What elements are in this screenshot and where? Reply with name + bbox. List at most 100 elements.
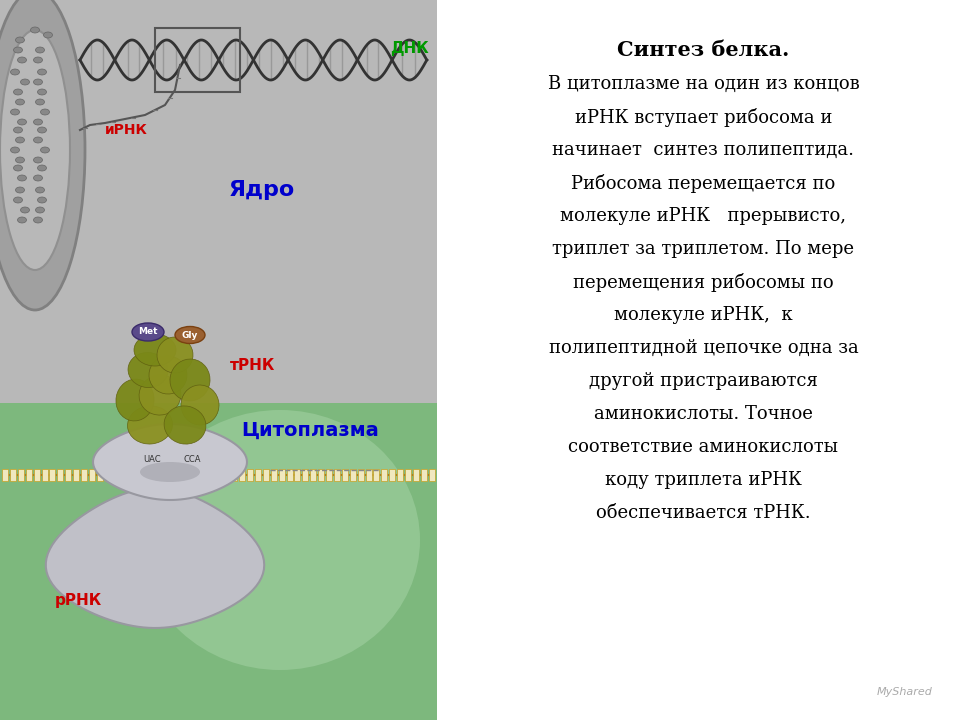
Bar bbox=[397, 469, 403, 481]
Bar bbox=[168, 469, 174, 481]
Text: ДНК: ДНК bbox=[390, 40, 429, 55]
Bar bbox=[129, 469, 134, 481]
Text: начинает  синтез полипептида.: начинает синтез полипептида. bbox=[552, 141, 854, 159]
Bar bbox=[26, 469, 32, 481]
Polygon shape bbox=[46, 488, 264, 628]
Bar bbox=[136, 469, 142, 481]
Bar bbox=[263, 469, 269, 481]
Text: CCA: CCA bbox=[183, 456, 201, 464]
Ellipse shape bbox=[15, 157, 25, 163]
Bar bbox=[34, 469, 39, 481]
Text: иРНК: иРНК bbox=[105, 123, 148, 137]
Bar bbox=[326, 469, 332, 481]
Text: полипептидной цепочке одна за: полипептидной цепочке одна за bbox=[548, 339, 858, 357]
Ellipse shape bbox=[157, 337, 193, 373]
Bar bbox=[10, 469, 16, 481]
Ellipse shape bbox=[0, 0, 85, 310]
Ellipse shape bbox=[13, 47, 22, 53]
Ellipse shape bbox=[36, 47, 44, 53]
Bar bbox=[0, 403, 437, 720]
Bar bbox=[215, 469, 222, 481]
Ellipse shape bbox=[37, 165, 46, 171]
Text: триплет за триплетом. По мере: триплет за триплетом. По мере bbox=[552, 240, 854, 258]
Bar bbox=[366, 469, 372, 481]
Bar bbox=[41, 469, 47, 481]
Text: перемещения рибосомы по: перемещения рибосомы по bbox=[573, 273, 833, 292]
Bar bbox=[207, 469, 213, 481]
Bar bbox=[318, 469, 324, 481]
Ellipse shape bbox=[140, 410, 420, 670]
Bar bbox=[413, 469, 419, 481]
Bar bbox=[373, 469, 379, 481]
Ellipse shape bbox=[13, 197, 22, 203]
Ellipse shape bbox=[132, 323, 164, 341]
Bar bbox=[286, 469, 293, 481]
Ellipse shape bbox=[34, 157, 42, 163]
Bar bbox=[420, 469, 427, 481]
Bar bbox=[429, 469, 435, 481]
Ellipse shape bbox=[11, 109, 19, 115]
Ellipse shape bbox=[37, 89, 46, 95]
Bar bbox=[2, 469, 8, 481]
Text: другой пристраиваются: другой пристраиваются bbox=[589, 372, 818, 390]
Bar bbox=[73, 469, 79, 481]
Ellipse shape bbox=[34, 119, 42, 125]
Text: Рибосома перемещается по: Рибосома перемещается по bbox=[571, 174, 835, 193]
Bar bbox=[334, 469, 340, 481]
Text: Цитоплазма: Цитоплазма bbox=[241, 421, 379, 440]
Bar bbox=[192, 469, 198, 481]
Ellipse shape bbox=[13, 165, 22, 171]
Bar bbox=[358, 469, 364, 481]
Text: молекуле иРНК,  к: молекуле иРНК, к bbox=[614, 306, 793, 324]
Ellipse shape bbox=[17, 57, 27, 63]
Bar bbox=[255, 469, 261, 481]
Ellipse shape bbox=[17, 119, 27, 125]
Text: тРНК: тРНК bbox=[230, 358, 276, 372]
Text: MyShared: MyShared bbox=[877, 687, 933, 697]
Text: Синтез белка.: Синтез белка. bbox=[617, 40, 789, 60]
Bar bbox=[155, 28, 240, 92]
Bar bbox=[295, 469, 300, 481]
Ellipse shape bbox=[37, 69, 46, 75]
Bar bbox=[302, 469, 308, 481]
Bar bbox=[231, 469, 237, 481]
Bar bbox=[176, 469, 181, 481]
Polygon shape bbox=[93, 424, 247, 500]
Bar bbox=[153, 469, 158, 481]
Text: молекуле иРНК   прерывисто,: молекуле иРНК прерывисто, bbox=[561, 207, 847, 225]
Text: коду триплета иРНК: коду триплета иРНК bbox=[605, 471, 802, 489]
Bar bbox=[58, 469, 63, 481]
Bar bbox=[0, 0, 437, 403]
Bar bbox=[97, 469, 103, 481]
Ellipse shape bbox=[11, 69, 19, 75]
Ellipse shape bbox=[140, 462, 200, 482]
Ellipse shape bbox=[37, 197, 46, 203]
Text: рРНК: рРНК bbox=[55, 593, 103, 608]
Ellipse shape bbox=[139, 375, 180, 415]
Ellipse shape bbox=[34, 137, 42, 143]
Ellipse shape bbox=[36, 99, 44, 105]
Bar bbox=[49, 469, 56, 481]
Bar bbox=[112, 469, 119, 481]
Ellipse shape bbox=[40, 147, 50, 153]
Bar bbox=[247, 469, 253, 481]
Ellipse shape bbox=[17, 175, 27, 181]
Ellipse shape bbox=[164, 406, 205, 444]
Bar bbox=[121, 469, 127, 481]
Bar bbox=[342, 469, 348, 481]
Bar bbox=[349, 469, 356, 481]
Bar bbox=[390, 469, 396, 481]
Text: В цитоплазме на один из концов: В цитоплазме на один из концов bbox=[547, 75, 859, 93]
Text: обеспечивается тРНК.: обеспечивается тРНК. bbox=[596, 504, 810, 522]
Text: иРНК вступает рибосома и: иРНК вступает рибосома и bbox=[575, 108, 832, 127]
Bar bbox=[381, 469, 388, 481]
Ellipse shape bbox=[31, 27, 39, 33]
Ellipse shape bbox=[15, 37, 25, 43]
Bar bbox=[65, 469, 71, 481]
Text: UAC: UAC bbox=[143, 456, 161, 464]
Bar bbox=[81, 469, 87, 481]
Bar bbox=[200, 469, 205, 481]
Ellipse shape bbox=[34, 217, 42, 223]
Ellipse shape bbox=[13, 127, 22, 133]
Text: Ядро: Ядро bbox=[228, 180, 296, 200]
